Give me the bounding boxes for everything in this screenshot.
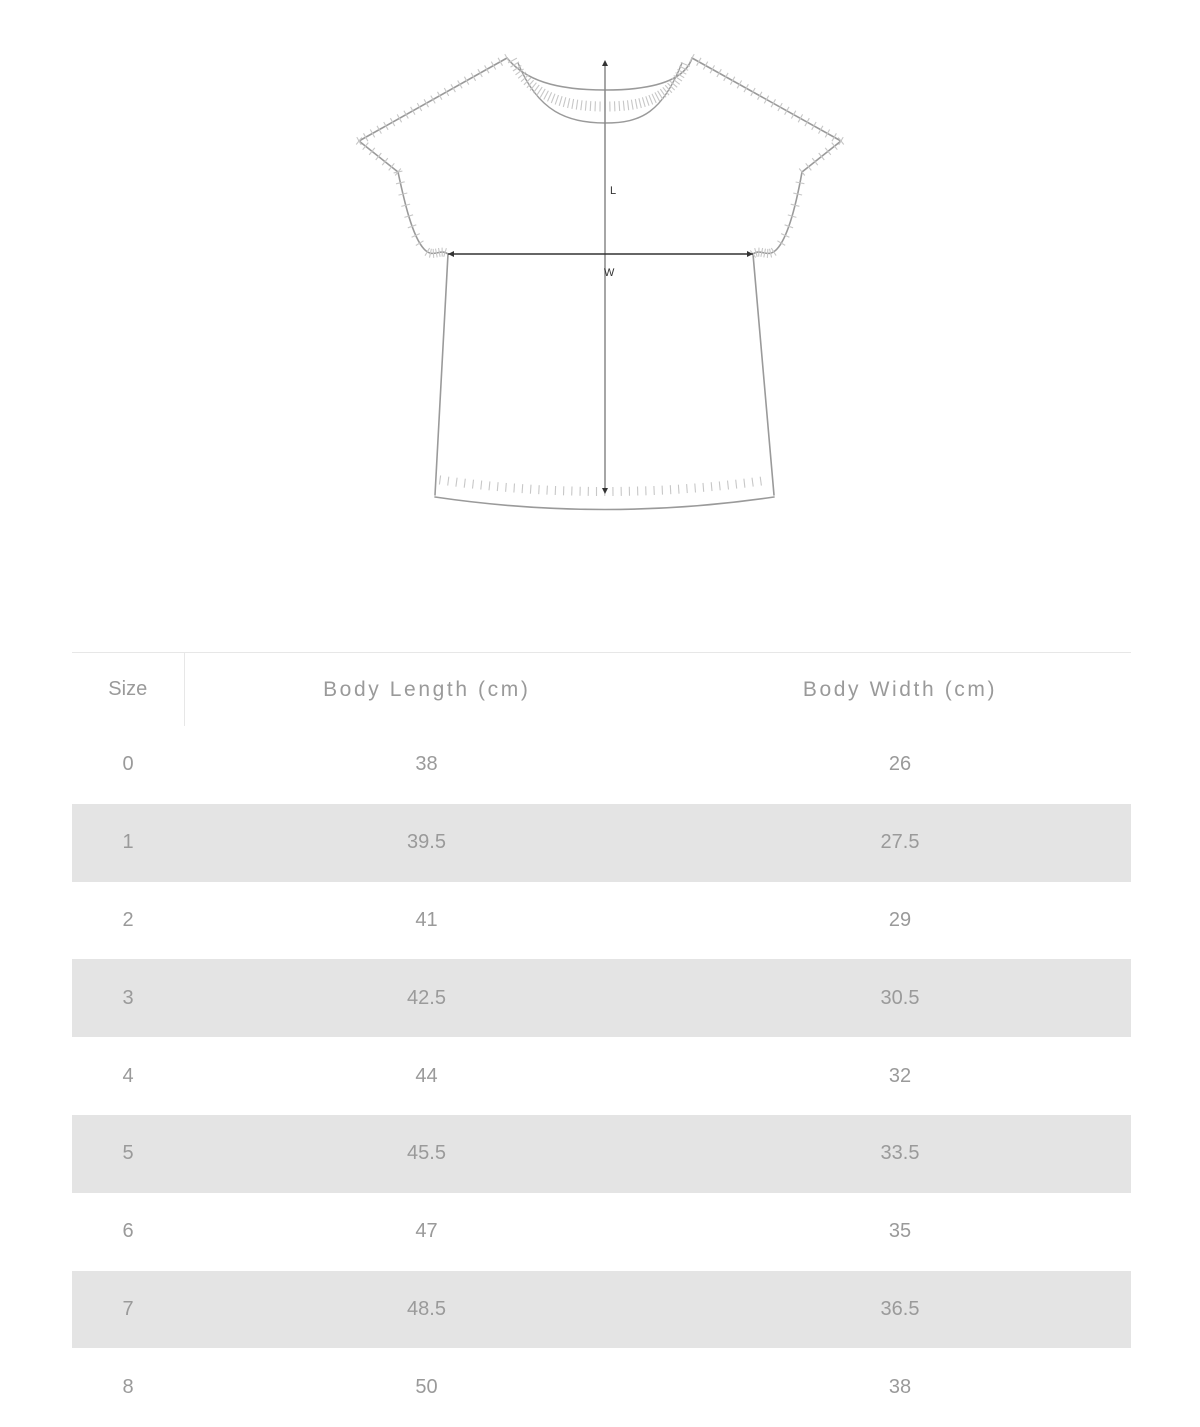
svg-text:W: W: [604, 267, 615, 279]
svg-text:L: L: [610, 185, 616, 197]
